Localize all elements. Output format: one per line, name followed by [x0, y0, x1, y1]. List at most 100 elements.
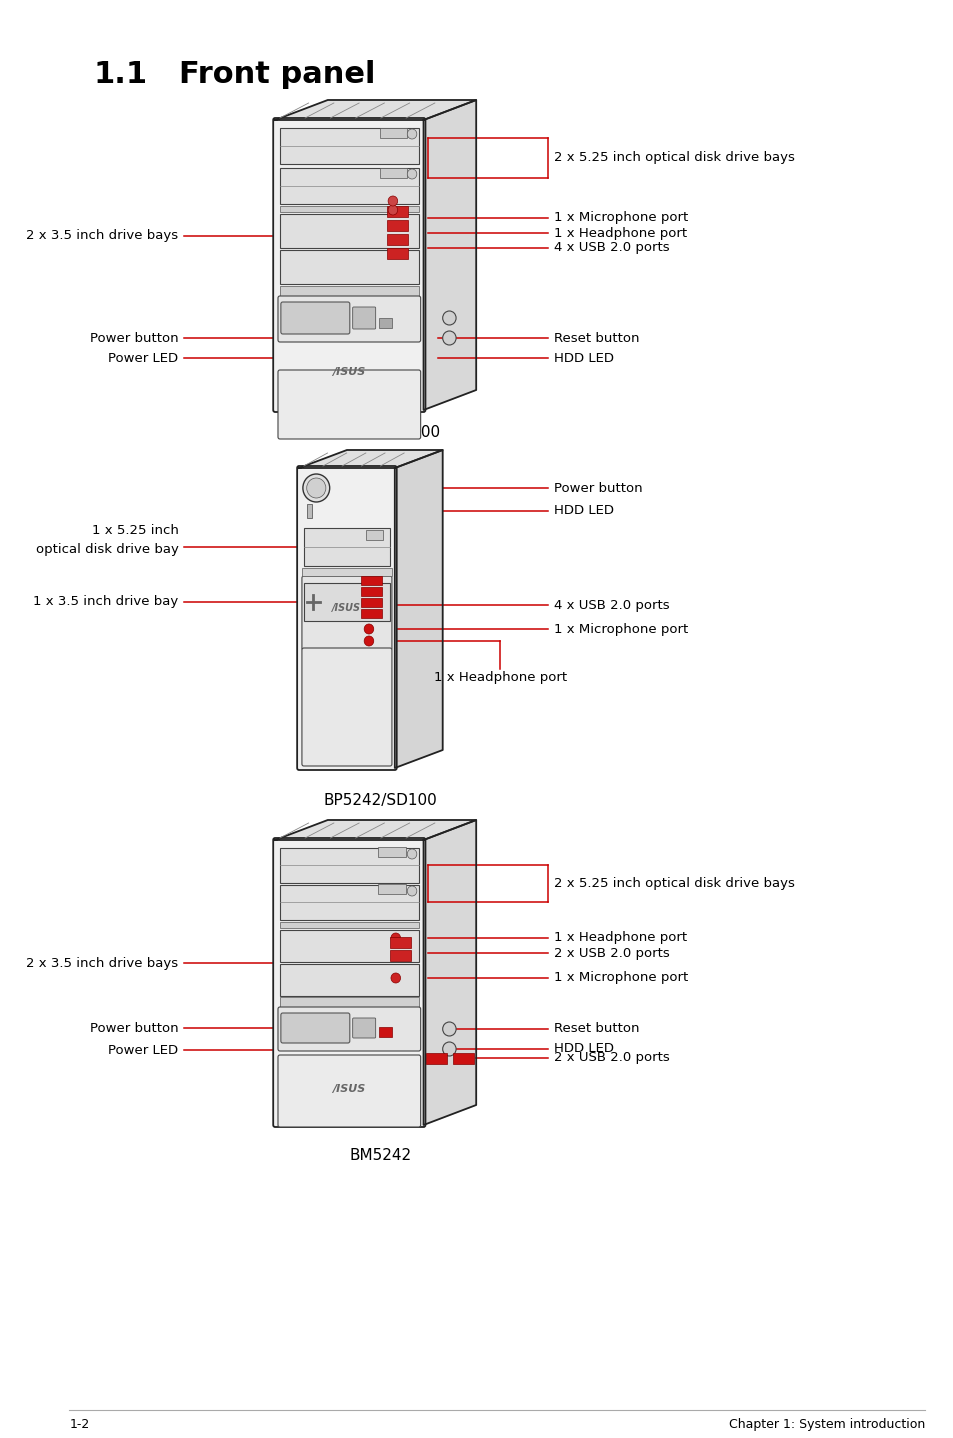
Text: 2 x USB 2.0 ports: 2 x USB 2.0 ports [553, 946, 669, 959]
FancyBboxPatch shape [301, 649, 392, 766]
Bar [378, 1027, 392, 1037]
Bar [279, 250, 418, 283]
Bar [279, 128, 418, 164]
Bar [279, 963, 418, 997]
Text: Reset button: Reset button [553, 332, 639, 345]
FancyBboxPatch shape [301, 577, 392, 650]
Text: 4 x USB 2.0 ports: 4 x USB 2.0 ports [553, 598, 669, 611]
Circle shape [388, 206, 397, 216]
Circle shape [442, 1043, 456, 1055]
FancyBboxPatch shape [353, 306, 375, 329]
Text: Power button: Power button [553, 482, 641, 495]
Text: 1 x Headphone port: 1 x Headphone port [553, 932, 686, 945]
FancyBboxPatch shape [277, 1055, 420, 1127]
Text: 1 x 5.25 inch
optical disk drive bay: 1 x 5.25 inch optical disk drive bay [35, 525, 178, 555]
Text: 2 x 3.5 inch drive bays: 2 x 3.5 inch drive bays [27, 956, 178, 969]
Text: Power button: Power button [90, 332, 178, 345]
FancyBboxPatch shape [353, 1018, 375, 1038]
Text: 1 x 3.5 inch drive bay: 1 x 3.5 inch drive bay [33, 595, 178, 608]
Polygon shape [423, 101, 476, 410]
Text: HDD LED: HDD LED [553, 505, 613, 518]
Bar [279, 214, 418, 247]
Text: 2 x 5.25 inch optical disk drive bays: 2 x 5.25 inch optical disk drive bays [553, 151, 794, 164]
Bar [377, 884, 406, 894]
Text: HDD LED: HDD LED [553, 351, 613, 364]
Text: Reset button: Reset button [553, 1022, 639, 1035]
Bar [303, 528, 390, 567]
Circle shape [364, 636, 374, 646]
Polygon shape [423, 820, 476, 1125]
Text: 2 x USB 2.0 ports: 2 x USB 2.0 ports [553, 1051, 669, 1064]
Circle shape [388, 196, 397, 206]
Circle shape [407, 129, 416, 139]
FancyBboxPatch shape [273, 118, 425, 413]
Text: 2 x 5.25 inch optical disk drive bays: 2 x 5.25 inch optical disk drive bays [553, 877, 794, 890]
Bar [387, 247, 408, 259]
Bar [279, 848, 418, 883]
Circle shape [407, 848, 416, 858]
Bar [380, 168, 407, 178]
Text: 1 x Microphone port: 1 x Microphone port [553, 623, 687, 636]
Text: 4 x USB 2.0 ports: 4 x USB 2.0 ports [553, 242, 669, 255]
Text: 1 x Microphone port: 1 x Microphone port [553, 972, 687, 985]
Text: Chapter 1: System introduction: Chapter 1: System introduction [728, 1418, 924, 1431]
Circle shape [302, 475, 330, 502]
Text: 1.1: 1.1 [93, 60, 147, 89]
Circle shape [307, 477, 326, 498]
Bar [366, 531, 383, 541]
FancyBboxPatch shape [277, 370, 420, 439]
Bar [361, 610, 382, 618]
FancyBboxPatch shape [296, 466, 396, 769]
Circle shape [391, 933, 400, 943]
Bar [303, 582, 390, 621]
Polygon shape [274, 820, 476, 840]
Text: 1 x Headphone port: 1 x Headphone port [433, 672, 566, 684]
Text: BM5242: BM5242 [349, 1148, 411, 1163]
Bar [279, 884, 418, 920]
Text: BM5642/MD200: BM5642/MD200 [319, 426, 440, 440]
Bar [279, 997, 418, 1007]
Polygon shape [395, 450, 442, 768]
Text: Power button: Power button [90, 1021, 178, 1034]
Text: 2 x 3.5 inch drive bays: 2 x 3.5 inch drive bays [27, 230, 178, 243]
Text: HDD LED: HDD LED [553, 1043, 613, 1055]
Bar [426, 1053, 447, 1064]
Text: /ISUS: /ISUS [332, 603, 361, 613]
Text: /ISUS: /ISUS [332, 367, 365, 377]
Bar [307, 503, 313, 518]
Bar [390, 938, 411, 948]
Polygon shape [298, 450, 442, 467]
Text: 1 x Headphone port: 1 x Headphone port [553, 227, 686, 240]
FancyBboxPatch shape [277, 296, 420, 342]
Circle shape [364, 624, 374, 634]
Bar [279, 168, 418, 204]
FancyBboxPatch shape [277, 1007, 420, 1051]
Bar [387, 234, 408, 244]
Bar [378, 318, 392, 328]
Bar [361, 587, 382, 595]
Text: Power LED: Power LED [109, 1044, 178, 1057]
Text: Power LED: Power LED [109, 351, 178, 364]
Circle shape [407, 886, 416, 896]
Bar [279, 286, 418, 296]
Bar [301, 568, 392, 577]
Bar [279, 206, 418, 211]
FancyBboxPatch shape [280, 302, 350, 334]
Circle shape [442, 1022, 456, 1035]
Text: 1 x Microphone port: 1 x Microphone port [553, 211, 687, 224]
Bar [361, 577, 382, 585]
FancyBboxPatch shape [280, 1012, 350, 1043]
Bar [387, 220, 408, 232]
Text: Front panel: Front panel [179, 60, 375, 89]
Bar [377, 847, 406, 857]
Text: BP5242/SD100: BP5242/SD100 [323, 792, 436, 808]
Bar [279, 930, 418, 962]
Bar [390, 951, 411, 961]
Bar [380, 128, 407, 138]
Circle shape [407, 170, 416, 178]
Circle shape [442, 311, 456, 325]
Polygon shape [274, 101, 476, 119]
Bar [279, 922, 418, 928]
FancyBboxPatch shape [273, 838, 425, 1127]
Text: 1-2: 1-2 [70, 1418, 90, 1431]
